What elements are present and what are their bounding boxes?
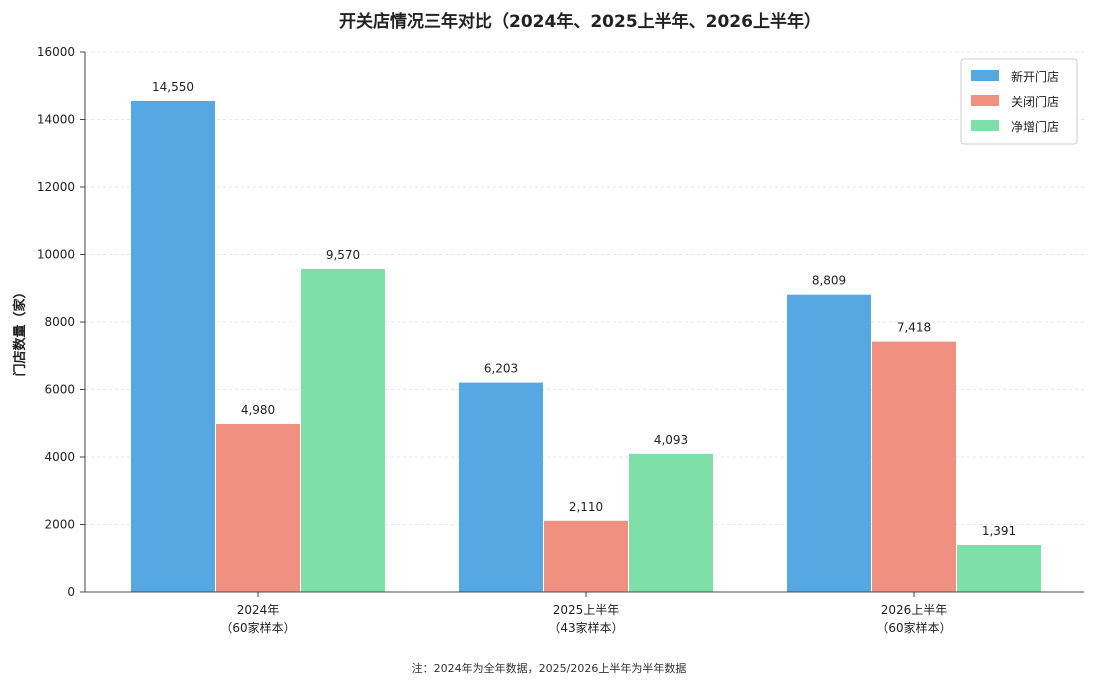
chart-note: 注：2024年为全年数据，2025/2026上半年为半年数据 — [412, 661, 687, 675]
y-tick-label: 6000 — [44, 383, 75, 397]
bar-1-1 — [131, 100, 215, 592]
bars — [131, 100, 1041, 592]
y-tick-label: 8000 — [44, 315, 75, 329]
value-label: 6,203 — [484, 362, 518, 376]
y-tick-label: 14000 — [37, 113, 75, 127]
value-label: 1,391 — [982, 524, 1016, 538]
bar-1-3 — [787, 294, 871, 592]
legend-entry: 新开门店 — [1011, 69, 1059, 84]
legend-swatch — [971, 70, 999, 81]
legend-entry: 净增门店 — [1011, 119, 1059, 134]
legend-swatch — [971, 120, 999, 131]
bar-3-3 — [957, 545, 1041, 592]
x-tick-sublabel: （60家样本） — [220, 620, 295, 635]
y-tick-label: 12000 — [37, 180, 75, 194]
chart-title: 开关店情况三年对比（2024年、2025上半年、2026上半年） — [339, 11, 821, 32]
value-label: 4,093 — [654, 433, 688, 447]
bar-2-3 — [872, 341, 956, 592]
y-tick-label: 2000 — [44, 518, 75, 532]
y-axis-label: 门店数量（家） — [12, 285, 28, 376]
legend-swatch — [971, 95, 999, 106]
x-tick-sublabel: （60家样本） — [876, 620, 951, 635]
bar-3-2 — [629, 453, 713, 592]
value-label: 4,980 — [241, 403, 275, 417]
legend-entry: 关闭门店 — [1011, 94, 1059, 109]
value-label: 14,550 — [152, 80, 194, 94]
y-tick-label: 0 — [67, 585, 75, 599]
y-tick-label: 16000 — [37, 45, 75, 59]
bar-2-2 — [544, 520, 628, 592]
value-label: 7,418 — [897, 321, 931, 335]
x-tick-label: 2026上半年 — [881, 603, 948, 617]
bar-2-1 — [216, 423, 300, 592]
x-tick-label: 2024年 — [237, 603, 280, 617]
value-labels: 14,550 4,980 9,570 6,203 2,110 4,093 8,809 7,41… — [152, 80, 1016, 538]
x-tick-label: 2025上半年 — [553, 603, 620, 617]
y-tick-label: 10000 — [37, 248, 75, 262]
bar-3-1 — [301, 269, 385, 592]
x-tick-sublabel: （43家样本） — [548, 620, 623, 635]
axes: 0 2000 4000 6000 8000 10000 12000 14000 16000 202… — [37, 45, 1084, 635]
bar-1-2 — [459, 382, 543, 592]
value-label: 8,809 — [812, 274, 846, 288]
value-label: 9,570 — [326, 248, 360, 262]
y-tick-label: 4000 — [44, 450, 75, 464]
value-label: 2,110 — [569, 500, 603, 514]
